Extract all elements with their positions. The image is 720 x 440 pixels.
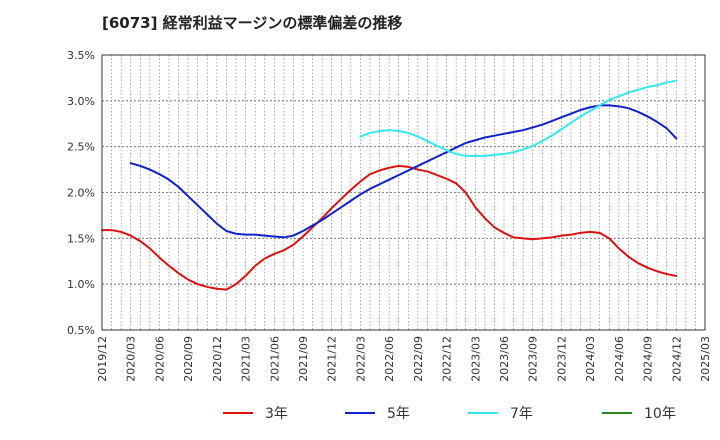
y-tick-label: 1.5% xyxy=(67,232,95,245)
x-tick-label: 2022/09 xyxy=(412,336,425,382)
x-tick-label: 2024/12 xyxy=(670,336,683,382)
x-tick-label: 2021/12 xyxy=(326,336,339,382)
legend-label: 5年 xyxy=(387,406,410,422)
series-line-0 xyxy=(101,164,678,291)
y-tick-label: 3.0% xyxy=(67,95,95,108)
y-tick-label: 0.5% xyxy=(67,324,95,337)
x-tick-label: 2024/03 xyxy=(584,336,597,382)
legend-label: 3年 xyxy=(265,406,288,422)
chart-title: [6073] 経常利益マージンの標準偏差の推移 xyxy=(102,14,402,32)
y-tick-label: 1.0% xyxy=(67,278,95,291)
x-tick-label: 2023/09 xyxy=(527,336,540,382)
x-tick-label: 2021/03 xyxy=(240,336,253,382)
x-tick-label: 2020/09 xyxy=(182,336,195,382)
x-tick-label: 2022/03 xyxy=(354,336,367,382)
x-tick-label: 2020/12 xyxy=(211,336,224,382)
series-lines xyxy=(101,79,678,291)
x-tick-label: 2024/06 xyxy=(613,336,626,382)
x-tick-label: 2019/12 xyxy=(96,336,109,382)
x-axis-ticks: 2019/12 2020/03 2020/06 2020/09 2020/12 2021/… xyxy=(96,336,712,382)
x-tick-label: 2022/06 xyxy=(383,336,396,382)
x-tick-label: 2022/12 xyxy=(441,336,454,382)
grid xyxy=(102,54,705,331)
legend: 3年 5年 7年 10年 xyxy=(223,406,676,422)
legend-label: 7年 xyxy=(510,406,533,422)
y-tick-label: 2.5% xyxy=(67,141,95,154)
series-line-2 xyxy=(359,79,678,157)
plot-frame xyxy=(101,54,706,331)
x-tick-label: 2025/03 xyxy=(699,336,712,382)
x-tick-label: 2020/03 xyxy=(125,336,138,382)
x-tick-label: 2020/06 xyxy=(153,336,166,382)
series-line-1 xyxy=(129,104,678,239)
x-tick-label: 2021/09 xyxy=(297,336,310,382)
y-tick-label: 2.0% xyxy=(67,187,95,200)
x-tick-label: 2024/09 xyxy=(642,336,655,382)
x-tick-label: 2023/12 xyxy=(555,336,568,382)
legend-label: 10年 xyxy=(644,406,676,422)
x-tick-label: 2023/03 xyxy=(469,336,482,382)
x-tick-label: 2023/06 xyxy=(498,336,511,382)
x-tick-label: 2021/06 xyxy=(268,336,281,382)
y-tick-label: 3.5% xyxy=(67,49,95,62)
y-axis-ticks: 0.5% 1.0% 1.5% 2.0% 2.5% 3.0% 3.5% xyxy=(67,49,95,337)
